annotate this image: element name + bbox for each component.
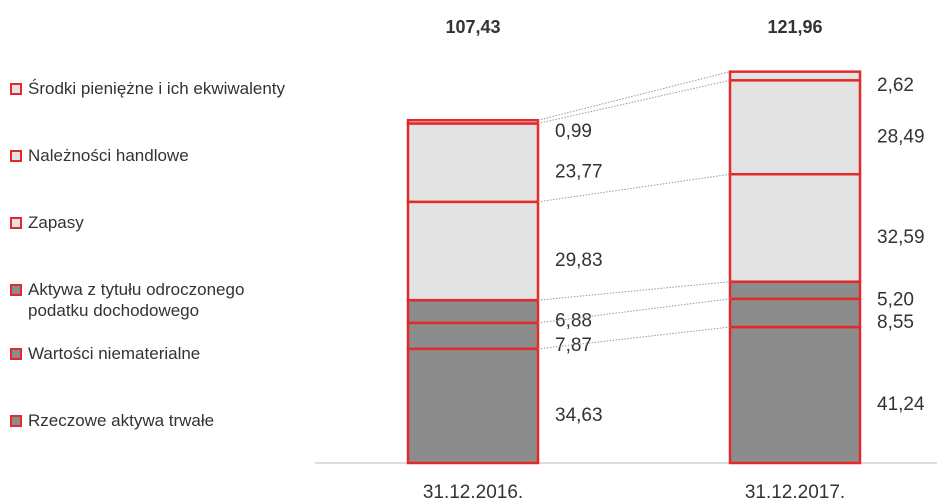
connector: [537, 173, 731, 203]
value-label: 7,87: [555, 335, 592, 356]
legend-item: Należności handlowe: [10, 145, 358, 166]
connector: [537, 79, 731, 124]
legend-swatch: [10, 217, 22, 229]
legend-label: Wartości niematerialne: [28, 344, 201, 363]
legend-item: Aktywa z tytułu odroczonego podatku doch…: [10, 279, 298, 321]
value-label: 34,63: [555, 405, 603, 426]
legend-item: Wartości niematerialne: [10, 343, 358, 364]
value-label: 28,49: [877, 126, 925, 147]
bar-segment: [728, 79, 862, 176]
value-label: 6,88: [555, 311, 592, 332]
legend-swatch: [10, 348, 22, 360]
value-label: 23,77: [555, 162, 603, 183]
bar-segment: [728, 172, 862, 283]
legend-swatch: [10, 150, 22, 162]
bar-segment: [406, 298, 540, 325]
connector: [537, 326, 731, 350]
total-label: 107,43: [445, 17, 500, 37]
bar-segment: [406, 200, 540, 302]
value-label: 2,62: [877, 75, 914, 96]
x-tick-label: 31.12.2016.: [423, 482, 523, 503]
legend-item: Środki pieniężne i ich ekwiwalenty: [10, 78, 358, 99]
legend-swatch: [10, 415, 22, 427]
value-label: 0,99: [555, 121, 592, 142]
legend-item: Zapasy: [10, 212, 358, 233]
bar-segment: [406, 321, 540, 351]
total-label: 121,96: [767, 17, 822, 37]
value-label: 32,59: [877, 227, 925, 248]
value-label: 5,20: [877, 289, 914, 310]
legend-item: Rzeczowe aktywa trwałe: [10, 410, 358, 431]
bar-segment: [728, 325, 862, 465]
legend-label: Zapasy: [28, 213, 84, 232]
legend-swatch: [10, 284, 22, 296]
bar-segment: [728, 280, 862, 301]
value-label: 41,24: [877, 394, 925, 415]
legend-label: Należności handlowe: [28, 146, 189, 165]
bar-segment: [406, 118, 540, 125]
legend-label: Środki pieniężne i ich ekwiwalenty: [28, 79, 286, 98]
legend-swatch: [10, 83, 22, 95]
legend-label: Aktywa z tytułu odroczonego podatku doch…: [28, 280, 245, 320]
bar-segment: [728, 70, 862, 82]
legend-label: Rzeczowe aktywa trwałe: [28, 411, 215, 430]
connector: [537, 298, 731, 324]
connector: [537, 281, 731, 301]
bar-segment: [728, 297, 862, 329]
connector: [537, 71, 731, 121]
value-label: 8,55: [877, 312, 914, 333]
bar-segment: [406, 347, 540, 465]
x-tick-label: 31.12.2017.: [745, 482, 845, 503]
bar-segment: [406, 122, 540, 204]
value-label: 29,83: [555, 250, 603, 271]
